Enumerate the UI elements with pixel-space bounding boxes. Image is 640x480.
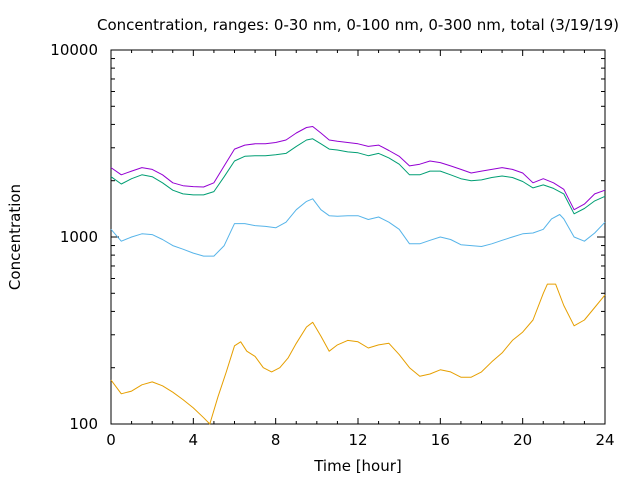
- x-tick-label: 20: [513, 431, 532, 449]
- x-tick-label: 0: [106, 431, 116, 449]
- x-axis-label: Time [hour]: [313, 457, 402, 475]
- y-tick-label: 100: [69, 415, 98, 433]
- y-tick-label: 1000: [60, 228, 98, 246]
- x-tick-label: 16: [431, 431, 450, 449]
- chart-title: Concentration, ranges: 0-30 nm, 0-100 nm…: [97, 16, 619, 34]
- x-tick-label: 8: [271, 431, 281, 449]
- series-line-3: [110, 138, 606, 215]
- x-tick-label: 12: [348, 431, 367, 449]
- series-line-1: [110, 283, 606, 425]
- plot-frame: [110, 49, 606, 425]
- series-layer: [110, 126, 606, 425]
- series-line-2: [110, 198, 606, 257]
- x-tick-label: 24: [595, 431, 614, 449]
- axes-layer: 0 4 8 12 16 20 24 100 1000 10000: [50, 41, 614, 449]
- y-axis-label: Concentration: [6, 184, 24, 290]
- x-tick-label: 4: [189, 431, 199, 449]
- y-tick-label: 10000: [50, 41, 98, 59]
- series-line-4: [110, 126, 606, 211]
